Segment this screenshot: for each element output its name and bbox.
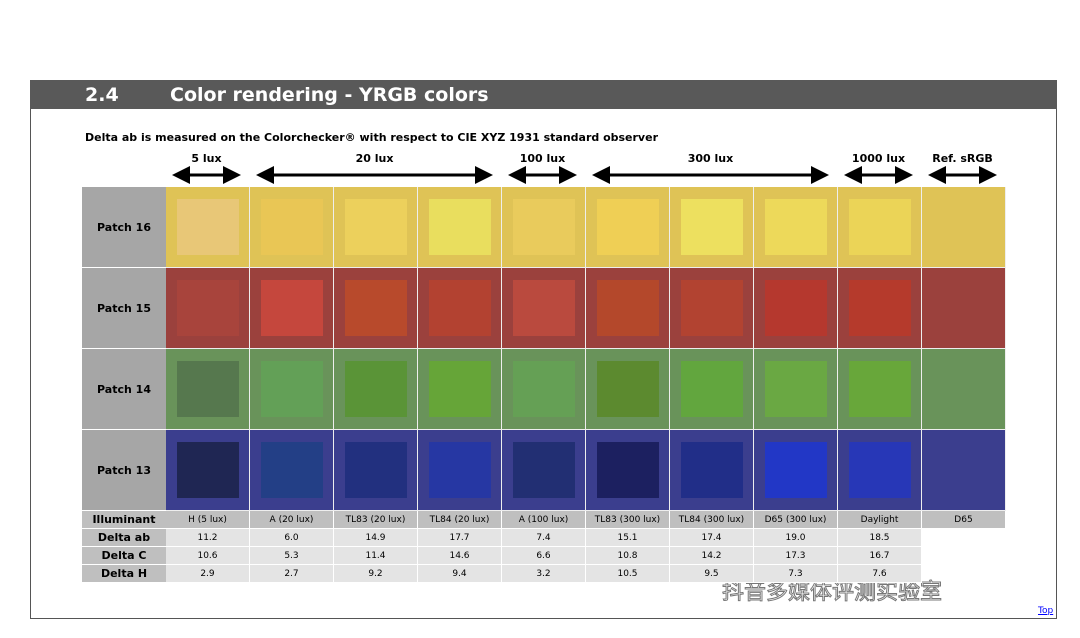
patch-cell [922,187,1006,268]
illuminant: TL84 (20 lux) [418,511,502,529]
illuminant: D65 (300 lux) [754,511,838,529]
patch-sample [513,442,575,498]
section-title: Color rendering - YRGB colors [170,84,489,106]
patch-sample [345,199,407,255]
row-label: Delta ab [82,529,166,547]
group-label: 20 lux [355,152,394,165]
row-label: Patch 13 [82,430,166,510]
cell-value: 7.3 [754,565,838,583]
cell-value: 15.1 [586,529,670,547]
patch-sample [345,361,407,417]
illuminant: TL83 (300 lux) [586,511,670,529]
cell-value: 6.0 [250,529,334,547]
cell-value: 19.0 [754,529,838,547]
cell-value: 10.8 [586,547,670,565]
cell-value: 10.6 [166,547,250,565]
group-label: 1000 lux [851,152,906,165]
patch-sample [177,280,239,336]
row-label: Delta C [82,547,166,565]
patch-sample [345,280,407,336]
cell-value: 17.7 [418,529,502,547]
cell-value: 9.4 [418,565,502,583]
patch-sample [765,199,827,255]
cell-value: 14.2 [670,547,754,565]
cell-value: 3.2 [502,565,586,583]
patch-sample [681,199,743,255]
row-label: Patch 15 [82,268,166,348]
section-number: 2.4 [85,84,119,106]
top-link[interactable]: Top [1038,606,1054,616]
cell-value: 10.5 [586,565,670,583]
cell-value: 16.7 [838,547,922,565]
illuminant: D65 [922,511,1006,529]
subtitle: Delta ab is measured on the Colorchecker… [85,131,658,144]
patch-sample [849,199,911,255]
illuminant: H (5 lux) [166,511,250,529]
patch-sample [429,199,491,255]
patch-cell [922,349,1006,430]
cell-value: 11.2 [166,529,250,547]
patch-sample [681,361,743,417]
illuminant: A (20 lux) [250,511,334,529]
patch-sample [597,361,659,417]
patch-sample [513,361,575,417]
cell-value: 18.5 [838,529,922,547]
cell-value: 7.6 [838,565,922,583]
group-label: 100 lux [519,152,566,165]
patch-sample [345,442,407,498]
patch-sample [177,199,239,255]
row-label: Patch 14 [82,349,166,429]
patch-sample [849,361,911,417]
cell-value: 9.2 [334,565,418,583]
patch-sample [681,280,743,336]
cell-value: 5.3 [250,547,334,565]
patch-sample [429,361,491,417]
patch-sample [261,199,323,255]
illuminant: A (100 lux) [502,511,586,529]
row-label: Delta H [82,565,166,583]
patch-sample [849,442,911,498]
illuminant: Daylight [838,511,922,529]
group-label: 5 lux [191,152,222,165]
cell-value: 14.9 [334,529,418,547]
patch-sample [261,361,323,417]
patch-sample [765,361,827,417]
cell-value: 14.6 [418,547,502,565]
patch-cell [922,268,1006,349]
patch-sample [849,280,911,336]
patch-sample [429,442,491,498]
patch-sample [513,280,575,336]
illuminant: TL83 (20 lux) [334,511,418,529]
cell-value: 2.9 [166,565,250,583]
group-label: Ref. sRGB [932,152,993,165]
row-label: Illuminant [82,511,166,529]
patch-sample [261,280,323,336]
cell-value: 7.4 [502,529,586,547]
watermark: 抖音多媒体评测实验室 [721,580,943,606]
cell-value: 2.7 [250,565,334,583]
patch-sample [429,280,491,336]
patch-sample [765,442,827,498]
patch-sample [177,361,239,417]
cell-value: 11.4 [334,547,418,565]
patch-sample [765,280,827,336]
cell-value: 17.3 [754,547,838,565]
patch-sample [177,442,239,498]
header-bar [30,80,1057,109]
patch-sample [597,199,659,255]
patch-sample [597,280,659,336]
patch-sample [597,442,659,498]
cell-value: 17.4 [670,529,754,547]
patch-sample [513,199,575,255]
illuminant: TL84 (300 lux) [670,511,754,529]
row-label: Patch 16 [82,187,166,267]
patch-cell [922,430,1006,511]
patch-sample [681,442,743,498]
cell-value: 9.5 [670,565,754,583]
group-label: 300 lux [687,152,734,165]
patch-sample [261,442,323,498]
cell-value: 6.6 [502,547,586,565]
